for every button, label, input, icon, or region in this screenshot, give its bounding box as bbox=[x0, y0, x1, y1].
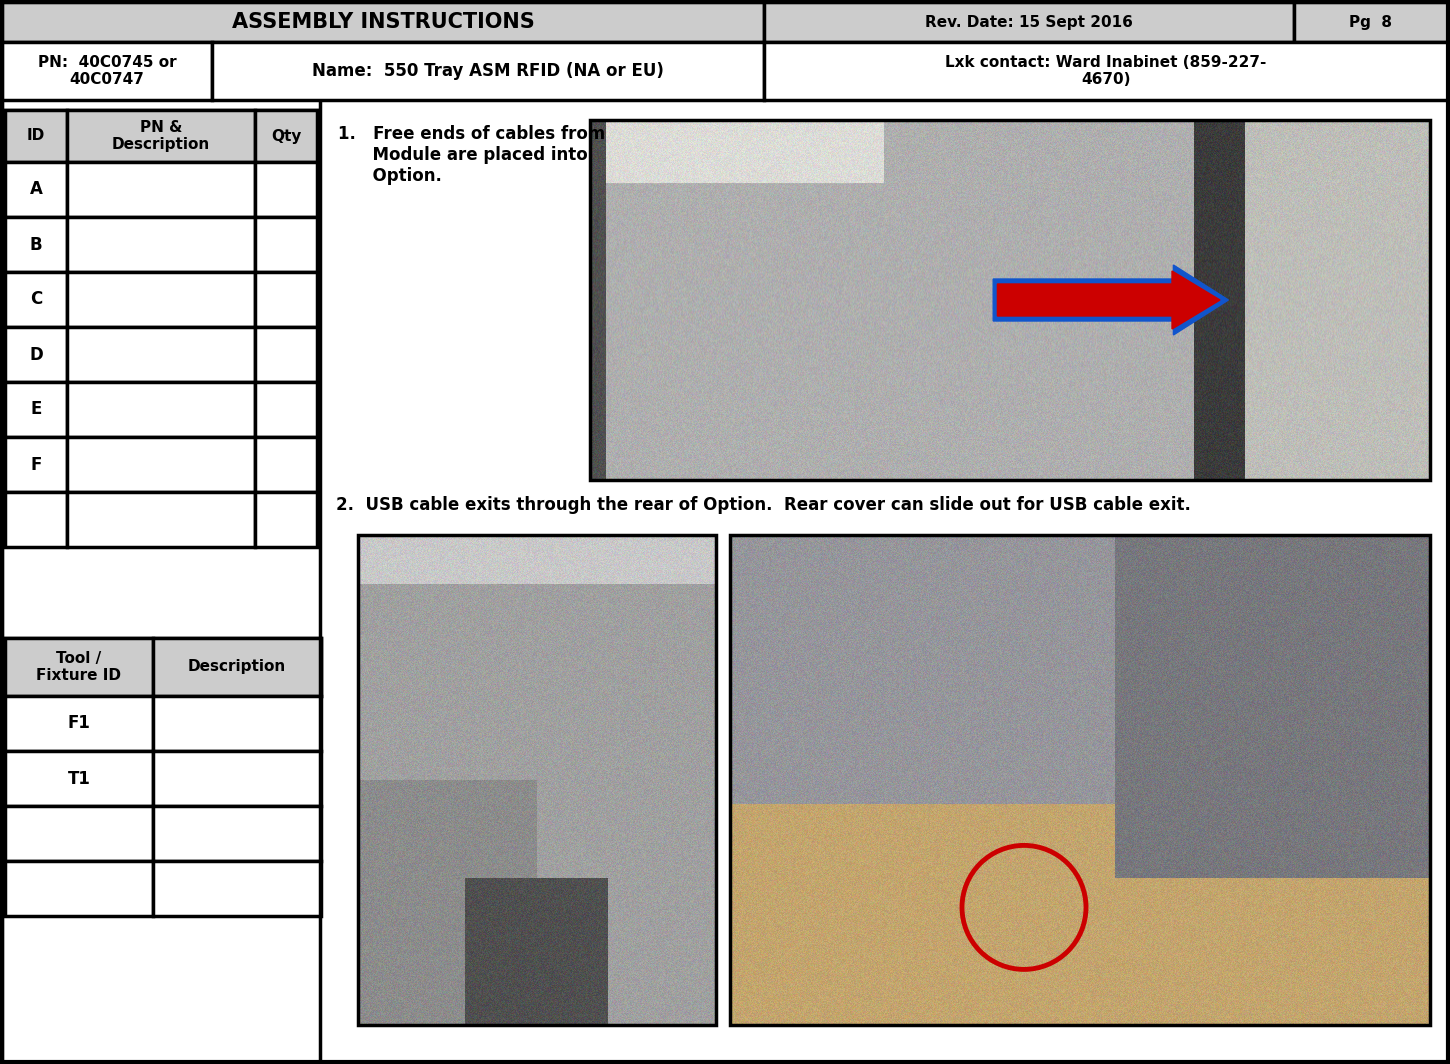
Bar bbox=[255, 382, 318, 437]
Bar bbox=[590, 120, 1430, 480]
Bar bbox=[4, 861, 154, 916]
Bar bbox=[67, 217, 255, 272]
Bar bbox=[154, 696, 320, 751]
Text: B: B bbox=[29, 235, 42, 253]
Bar bbox=[67, 492, 255, 547]
Text: D: D bbox=[29, 346, 44, 364]
Text: Name:  550 Tray ASM RFID (NA or EU): Name: 550 Tray ASM RFID (NA or EU) bbox=[312, 62, 664, 80]
Bar bbox=[358, 535, 716, 1025]
Text: Lxk contact: Ward Inabinet (859-227-
4670): Lxk contact: Ward Inabinet (859-227- 467… bbox=[945, 55, 1267, 87]
Bar bbox=[4, 638, 154, 696]
Bar bbox=[154, 861, 320, 916]
Bar bbox=[67, 110, 255, 162]
Bar bbox=[255, 162, 318, 217]
Text: E: E bbox=[30, 400, 42, 418]
Text: A: A bbox=[29, 181, 42, 199]
Bar bbox=[67, 327, 255, 382]
Text: 2.  USB cable exits through the rear of Option.  Rear cover can slide out for US: 2. USB cable exits through the rear of O… bbox=[336, 496, 1190, 514]
Bar bbox=[67, 162, 255, 217]
Text: Pg  8: Pg 8 bbox=[1350, 15, 1392, 30]
Bar bbox=[4, 492, 67, 547]
Text: F: F bbox=[30, 455, 42, 473]
Text: F1: F1 bbox=[68, 715, 90, 732]
Bar bbox=[4, 110, 67, 162]
Bar bbox=[1014, 286, 1190, 314]
Bar bbox=[729, 535, 1430, 1025]
Bar bbox=[212, 41, 764, 100]
Bar bbox=[4, 110, 318, 162]
Bar bbox=[67, 437, 255, 492]
Bar bbox=[4, 807, 154, 861]
Bar bbox=[67, 382, 255, 437]
Text: Qty: Qty bbox=[271, 129, 302, 144]
Text: Tool /
Fixture ID: Tool / Fixture ID bbox=[36, 651, 122, 683]
Bar bbox=[154, 807, 320, 861]
Bar bbox=[4, 437, 67, 492]
Bar bbox=[4, 696, 154, 751]
Bar bbox=[255, 272, 318, 327]
Bar bbox=[255, 492, 318, 547]
Bar bbox=[4, 162, 67, 217]
Bar bbox=[4, 272, 67, 327]
Text: Rev. Date: 15 Sept 2016: Rev. Date: 15 Sept 2016 bbox=[925, 15, 1132, 30]
Bar bbox=[255, 110, 318, 162]
Text: ID: ID bbox=[28, 129, 45, 144]
Text: T1: T1 bbox=[68, 769, 90, 787]
Text: ASSEMBLY INSTRUCTIONS: ASSEMBLY INSTRUCTIONS bbox=[232, 12, 535, 32]
Bar bbox=[4, 638, 320, 696]
Bar bbox=[255, 327, 318, 382]
Bar bbox=[1293, 2, 1449, 41]
Text: C: C bbox=[30, 290, 42, 309]
Bar bbox=[4, 751, 154, 807]
Bar bbox=[4, 382, 67, 437]
Bar bbox=[764, 2, 1293, 41]
Bar bbox=[1, 41, 212, 100]
Bar bbox=[1011, 282, 1195, 318]
Bar bbox=[255, 217, 318, 272]
Bar bbox=[67, 272, 255, 327]
Bar bbox=[4, 327, 67, 382]
Text: Description: Description bbox=[188, 660, 286, 675]
Text: PN:  40C0745 or
40C0747: PN: 40C0745 or 40C0747 bbox=[38, 55, 177, 87]
Bar bbox=[764, 41, 1449, 100]
Bar bbox=[1, 2, 764, 41]
Bar bbox=[255, 437, 318, 492]
FancyArrow shape bbox=[998, 271, 1219, 329]
Text: PN &
Description: PN & Description bbox=[112, 120, 210, 152]
Bar bbox=[4, 217, 67, 272]
Bar bbox=[154, 638, 320, 696]
FancyArrow shape bbox=[993, 265, 1228, 335]
Text: 1.   Free ends of cables from
      Module are placed into
      Option.: 1. Free ends of cables from Module are p… bbox=[338, 124, 605, 184]
Bar bbox=[154, 751, 320, 807]
